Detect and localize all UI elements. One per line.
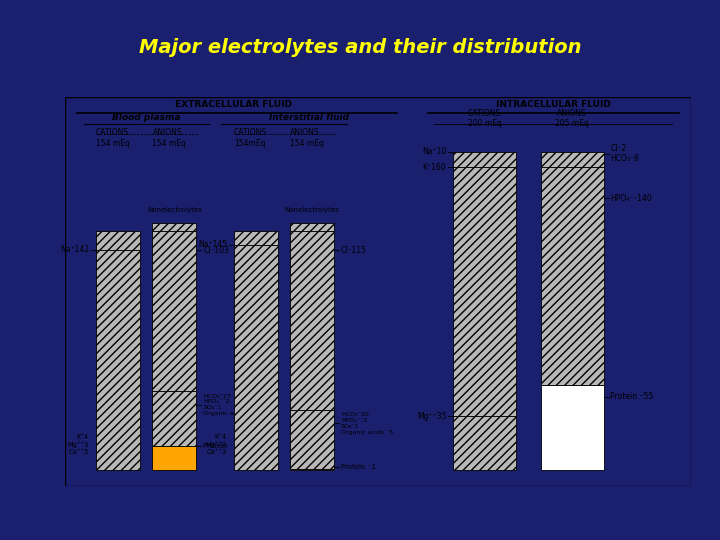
Text: Protein ⁻16: Protein ⁻16 xyxy=(203,443,243,449)
Text: Blood plasma: Blood plasma xyxy=(112,113,181,123)
Bar xyxy=(541,167,603,385)
Bar xyxy=(541,152,603,167)
Bar xyxy=(96,231,140,249)
Text: K⁺160: K⁺160 xyxy=(423,163,446,172)
Text: EXTRACELLULAR FLUID: EXTRACELLULAR FLUID xyxy=(176,100,292,109)
Text: Na⁺10: Na⁺10 xyxy=(422,147,446,156)
Text: Interstitial fluid: Interstitial fluid xyxy=(269,113,349,123)
Text: HPO₄⁻⁻140: HPO₄⁻⁻140 xyxy=(611,194,652,203)
Text: Major electrolytes and their distribution: Major electrolytes and their distributio… xyxy=(139,38,581,57)
Text: HCO₃⁻30
HPO₄⁻⁻2
SO₄⁻1
Organic acids ⁻5: HCO₃⁻30 HPO₄⁻⁻2 SO₄⁻1 Organic acids ⁻5 xyxy=(341,412,393,435)
Text: HCO₃⁻27
HPO₄⁻⁻2
SO₄⁻1
Organic acids ⁻5: HCO₃⁻27 HPO₄⁻⁻2 SO₄⁻1 Organic acids ⁻5 xyxy=(203,394,256,416)
Bar xyxy=(234,245,278,470)
Bar xyxy=(234,231,278,245)
Bar xyxy=(153,391,197,446)
Text: CATIONS
200 mEq: CATIONS 200 mEq xyxy=(467,109,501,129)
Text: Cl⁻103: Cl⁻103 xyxy=(203,246,229,255)
Text: K⁺4
Mg⁺⁺3
Ca⁺⁺5: K⁺4 Mg⁺⁺3 Ca⁺⁺5 xyxy=(68,434,89,455)
Bar xyxy=(453,416,516,470)
Bar xyxy=(96,249,140,470)
Text: ANIONS
154 mEq: ANIONS 154 mEq xyxy=(153,129,186,148)
Bar xyxy=(153,446,197,470)
Text: CATIONS
154mEq: CATIONS 154mEq xyxy=(234,129,267,148)
Bar xyxy=(541,385,603,470)
Text: Protein ⁻1: Protein ⁻1 xyxy=(341,464,376,470)
Text: Nonelectrolytes: Nonelectrolytes xyxy=(285,207,340,213)
Bar xyxy=(453,167,516,416)
Text: INTRACELLULAR FLUID: INTRACELLULAR FLUID xyxy=(496,100,611,109)
Text: Cl⁻115: Cl⁻115 xyxy=(341,246,367,255)
Bar xyxy=(290,410,334,469)
Text: ANIONS
205 mEq: ANIONS 205 mEq xyxy=(555,109,589,129)
Text: Nonelectrolytes: Nonelectrolytes xyxy=(147,207,202,213)
Bar xyxy=(290,469,334,470)
Bar xyxy=(153,223,197,231)
Text: K⁺4
Mg⁺⁺2
Ca⁺⁺3: K⁺4 Mg⁺⁺2 Ca⁺⁺3 xyxy=(205,434,226,455)
Text: CATIONS
154 mEq: CATIONS 154 mEq xyxy=(96,129,130,148)
Text: Cl⁻2
HCO₃⁻8: Cl⁻2 HCO₃⁻8 xyxy=(611,144,639,163)
Bar xyxy=(290,231,334,410)
Text: Na⁺145: Na⁺145 xyxy=(198,240,227,249)
Bar xyxy=(153,231,197,391)
Text: Na⁺142: Na⁺142 xyxy=(60,245,89,254)
Text: Protein ⁻55: Protein ⁻55 xyxy=(611,392,654,401)
Text: Mg⁺⁺35: Mg⁺⁺35 xyxy=(417,411,446,421)
Bar xyxy=(290,223,334,231)
Bar xyxy=(453,152,516,167)
Text: ANIONS
154 mEq: ANIONS 154 mEq xyxy=(290,129,324,148)
